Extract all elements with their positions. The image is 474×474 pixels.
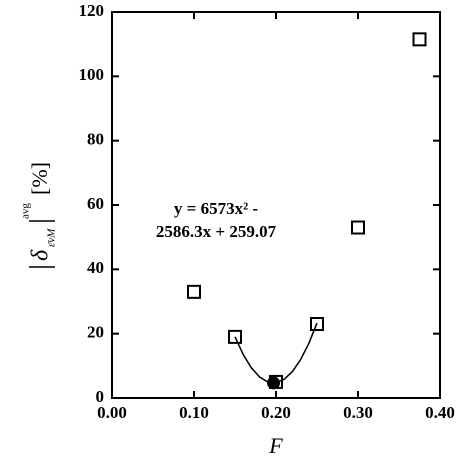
x-tick-label: 0.40	[425, 403, 455, 422]
y-label-subscript: ε̄vM	[46, 228, 58, 247]
y-label-unit: [%]	[27, 162, 52, 195]
x-tick-label: 0.00	[97, 403, 127, 422]
x-axis-label: F	[268, 433, 283, 458]
y-tick-label: 80	[87, 130, 104, 149]
fit-curve	[234, 322, 318, 384]
y-tick-label: 60	[87, 194, 104, 213]
y-tick-label: 0	[96, 387, 105, 406]
y-tick-label: 20	[87, 323, 104, 342]
x-tick-label: 0.30	[343, 403, 373, 422]
square-marker	[412, 32, 427, 47]
y-label-superscript: avg	[20, 203, 32, 219]
square-marker	[187, 284, 201, 299]
annotation: y = 6573x² -	[174, 199, 259, 218]
annotation: 2586.3x + 259.07	[156, 222, 277, 241]
y-axis-label: δ ε̄vM avg [%]	[20, 162, 58, 268]
square-marker	[351, 220, 365, 235]
y-label-symbol: δ	[28, 249, 54, 261]
x-tick-label: 0.10	[179, 403, 209, 422]
x-tick-label: 0.20	[261, 403, 291, 422]
y-tick-label: 100	[79, 65, 105, 84]
plot-frame	[111, 11, 441, 399]
y-tick-label: 40	[87, 258, 104, 277]
y-tick-label: 120	[79, 1, 105, 20]
